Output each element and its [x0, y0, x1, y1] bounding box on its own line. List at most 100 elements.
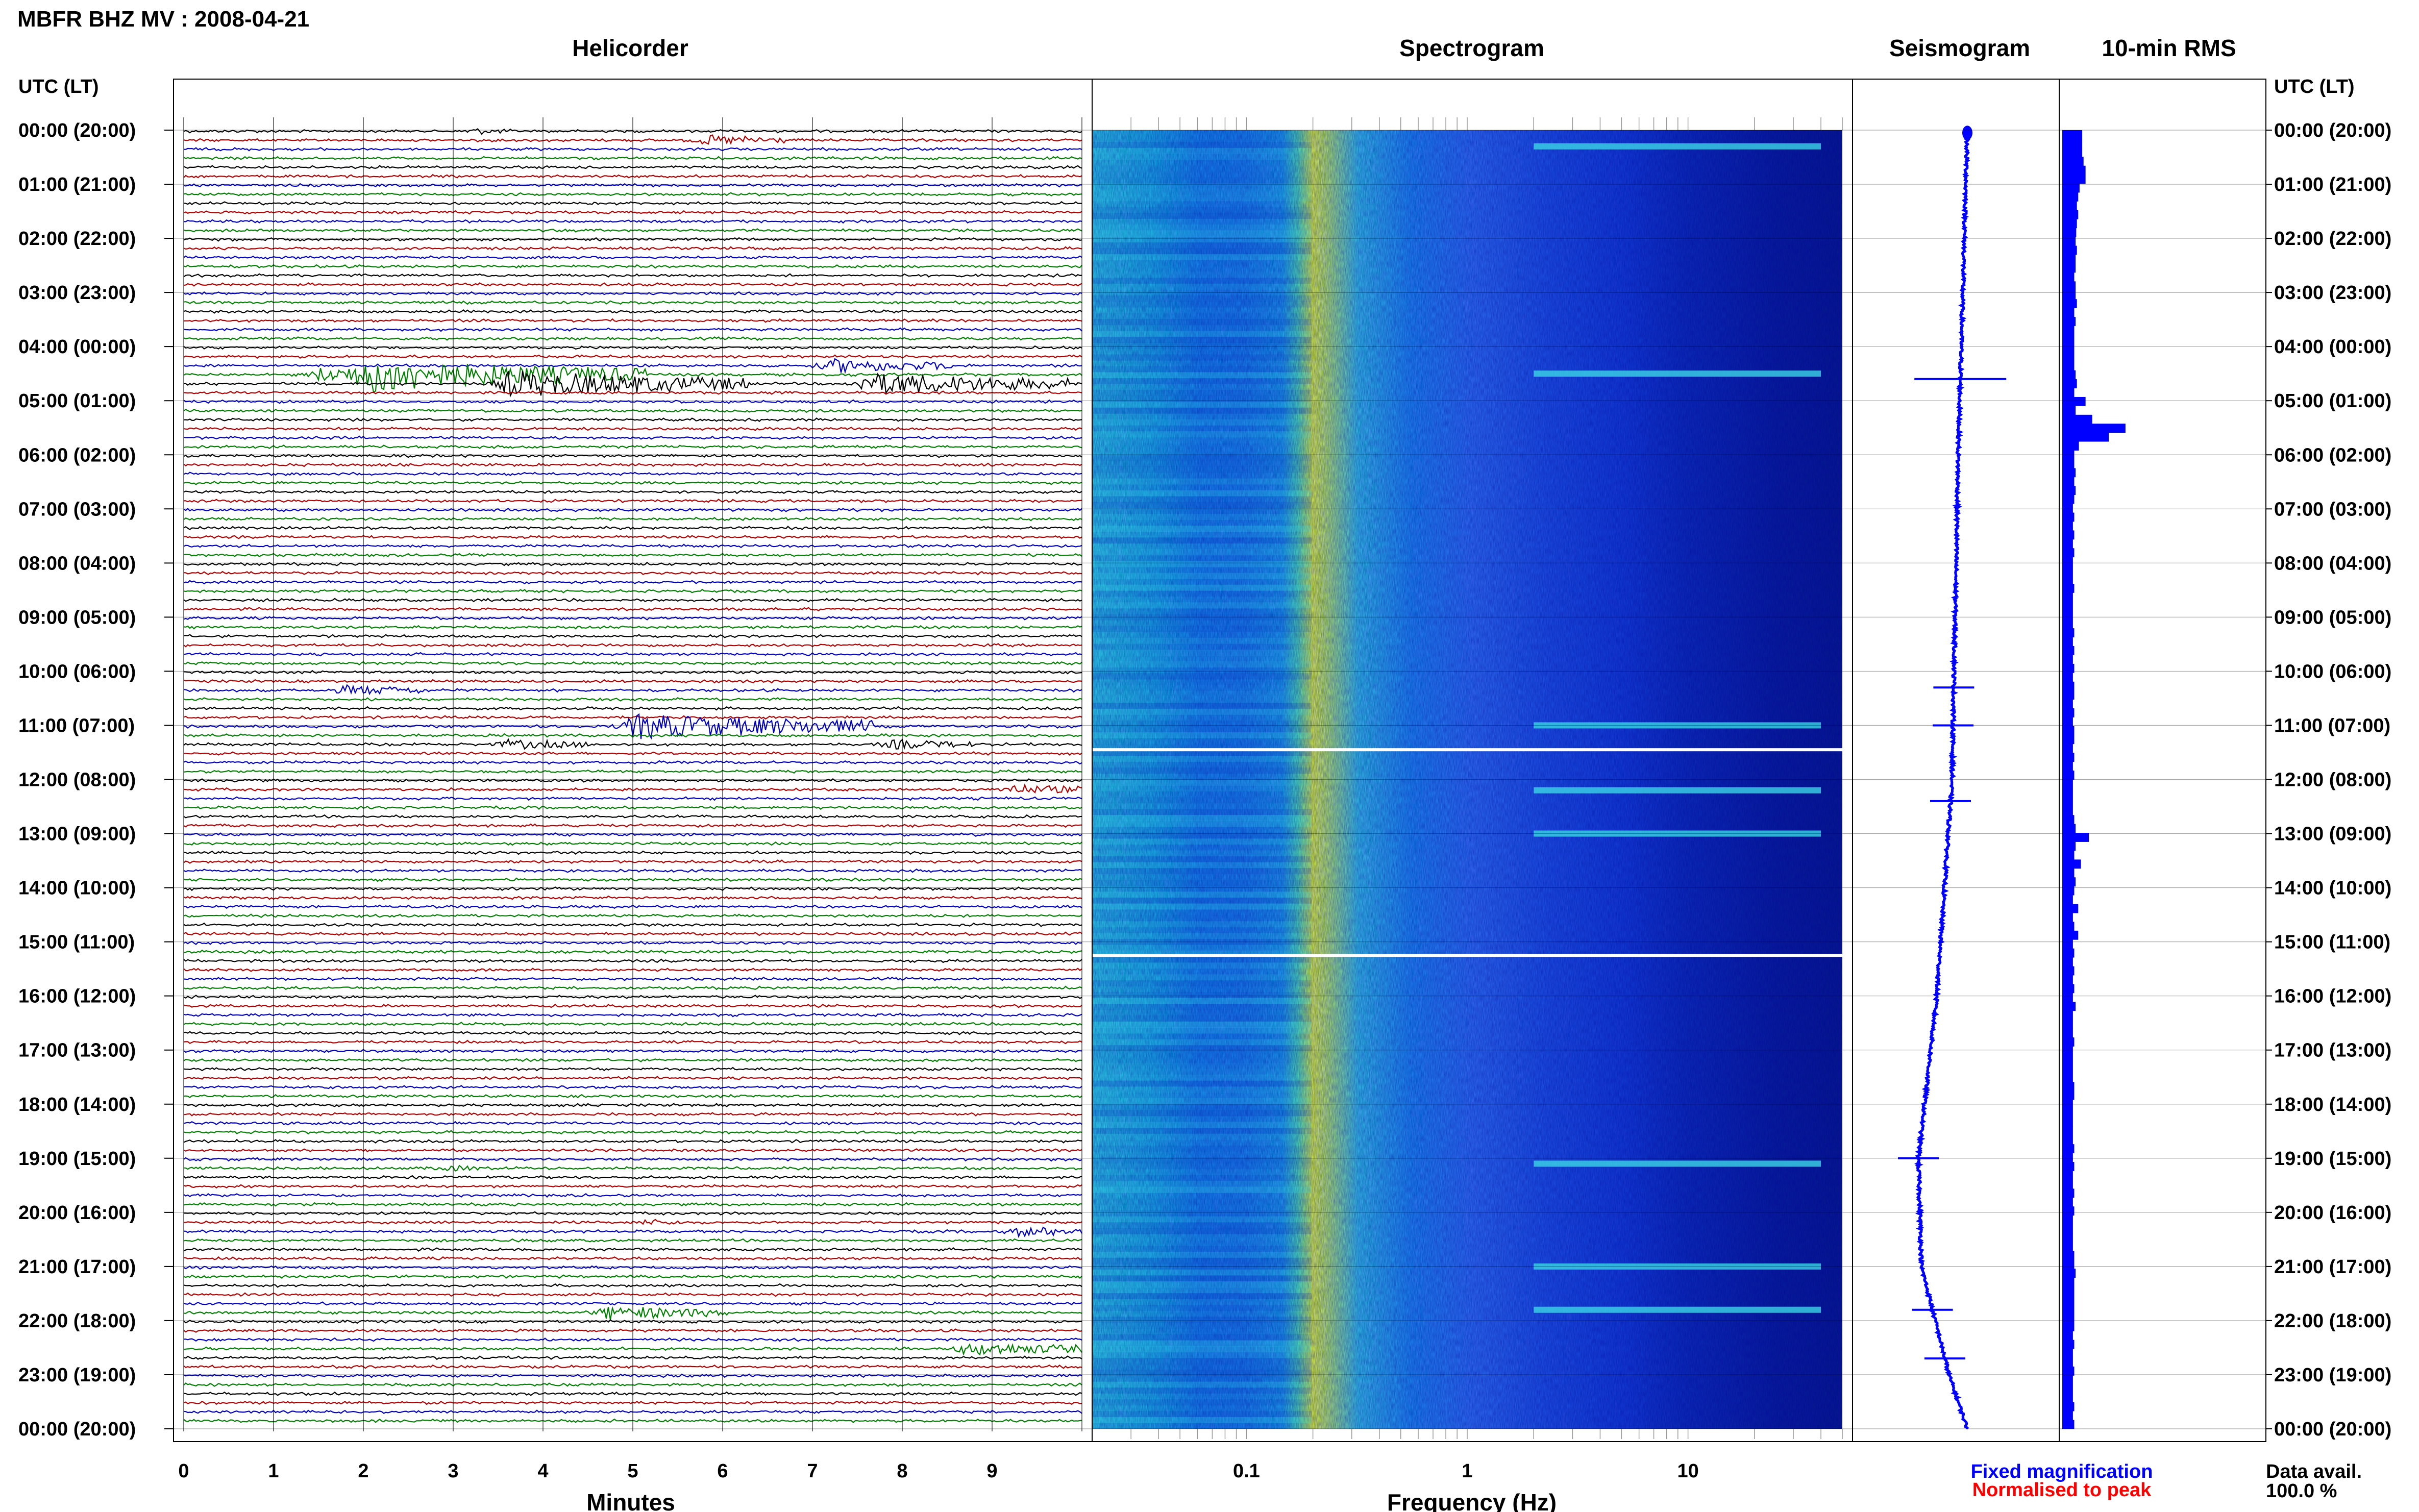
spectrogram-row: [1092, 225, 1312, 231]
spectrogram-row: [1092, 360, 1312, 366]
spectrogram-row: [1092, 584, 1312, 591]
spectrogram-row: [1092, 1311, 1312, 1317]
spectrogram-row: [1092, 390, 1312, 396]
rms-bar: [2062, 263, 2076, 273]
spectrogram-row: [1092, 395, 1312, 402]
spectrogram-row: [1092, 384, 1312, 390]
rms-bar: [2062, 877, 2076, 887]
spectrogram-row: [1092, 856, 1312, 862]
spectrogram-row: [1092, 1175, 1312, 1181]
spectrogram-row: [1092, 402, 1312, 408]
rms-bar: [2062, 1179, 2073, 1189]
rms-bar: [2062, 494, 2075, 504]
time-tick-label-right: 14:00 (10:00): [2274, 878, 2391, 899]
rms-bar: [2062, 1002, 2076, 1011]
data-availability-value: 100.0 %: [2266, 1480, 2337, 1502]
spectrogram-row: [1092, 732, 1312, 739]
time-tick-label-left: 01:00 (21:00): [18, 174, 136, 195]
spectrogram-row: [1092, 1074, 1312, 1081]
rms-bar: [2062, 610, 2073, 620]
spectrogram-row: [1092, 779, 1312, 786]
time-tick-label-right: 05:00 (01:00): [2274, 390, 2391, 412]
spectrogram-row: [1092, 945, 1312, 951]
rms-bar: [2062, 619, 2073, 629]
spectrogram-row: [1092, 319, 1312, 326]
frequency-tick-label: 0.1: [1233, 1460, 1260, 1482]
spectrogram-row: [1092, 271, 1312, 278]
rms-bar: [2062, 601, 2073, 611]
rms-bar: [2062, 370, 2076, 380]
time-tick-label-left: 09:00 (05:00): [18, 607, 136, 628]
spectrogram-row: [1092, 620, 1312, 627]
spectrogram-row: [1092, 425, 1312, 432]
spectrogram-row: [1092, 1169, 1312, 1176]
time-tick-label-right: 08:00 (04:00): [2274, 553, 2391, 574]
spectrogram-row: [1092, 1222, 1312, 1229]
spectrogram-row: [1092, 136, 1312, 142]
rms-bar: [2062, 717, 2073, 727]
spectrogram-row: [1092, 1246, 1312, 1252]
spectrogram-row: [1092, 537, 1312, 544]
rms-bar: [2062, 575, 2073, 584]
rms-bar: [2062, 628, 2075, 637]
spectrogram-row: [1092, 378, 1312, 384]
rms-bar: [2062, 1108, 2073, 1118]
time-tick-label-left: 05:00 (01:00): [18, 390, 136, 412]
rms-bar: [2062, 975, 2073, 984]
rms-bar: [2062, 1135, 2073, 1145]
rms-bar: [2062, 343, 2075, 353]
rms-bar: [2062, 1010, 2073, 1020]
rms-bar: [2062, 1073, 2073, 1082]
spectrogram-row: [1092, 1021, 1312, 1028]
spectrogram-row: [1092, 1405, 1312, 1411]
seismogram-panel: [1898, 126, 2007, 1430]
spectrogram-row: [1092, 1364, 1312, 1370]
rms-bar: [2062, 1233, 2073, 1243]
spectrogram-row: [1092, 1257, 1312, 1264]
spectrogram-row: [1092, 1281, 1312, 1287]
spectrogram-row: [1092, 655, 1312, 662]
rms-bar: [2062, 886, 2075, 896]
spectrogram-row: [1092, 561, 1312, 567]
spectrogram-row: [1092, 407, 1312, 414]
rms-bar: [2062, 1286, 2075, 1296]
spectrogram-row: [1092, 543, 1312, 550]
rms-bar: [2062, 1171, 2073, 1180]
minute-tick-label: 2: [358, 1460, 368, 1482]
rms-bar: [2062, 1393, 2073, 1403]
spectrogram-row: [1092, 1086, 1312, 1093]
spectrogram-row: [1092, 1116, 1312, 1122]
spectrogram-row: [1092, 956, 1312, 963]
spectrogram-row: [1092, 850, 1312, 857]
time-tick-label-right: 21:00 (17:00): [2274, 1256, 2391, 1278]
rms-bar: [2062, 1144, 2075, 1154]
rms-bar: [2062, 912, 2073, 922]
legend-fixed-magnification: Fixed magnification: [1971, 1461, 2153, 1482]
spectrogram-row: [1092, 1210, 1312, 1217]
rms-bar: [2062, 655, 2073, 664]
rms-bar: [2062, 1215, 2073, 1225]
legend-normalised-to-peak: Normalised to peak: [1972, 1479, 2152, 1501]
spectrogram-row: [1092, 466, 1312, 473]
rms-bar: [2062, 175, 2086, 184]
spectrogram-row: [1092, 1110, 1312, 1117]
spectrogram-gap: [1092, 954, 1842, 957]
time-tick-label-left: 07:00 (03:00): [18, 499, 136, 520]
spectrogram-row: [1092, 460, 1312, 467]
spectrogram-row: [1092, 832, 1312, 839]
rms-bar: [2062, 299, 2077, 309]
spectrogram-row: [1092, 921, 1312, 928]
seismogram-start-marker: [1962, 126, 1972, 140]
time-tick-label-right: 02:00 (22:00): [2274, 228, 2391, 250]
spectrogram-row: [1092, 177, 1312, 184]
time-tick-label-right: 06:00 (02:00): [2274, 444, 2391, 466]
spectrogram-row: [1092, 673, 1312, 680]
spectrogram-row: [1092, 814, 1312, 821]
spectrogram-row: [1092, 897, 1312, 904]
rms-bar: [2062, 761, 2073, 771]
spectrogram-row: [1092, 567, 1312, 573]
rms-bar: [2062, 868, 2075, 878]
rms-bar: [2062, 797, 2073, 807]
rms-bar: [2062, 414, 2092, 424]
spectrogram-row: [1092, 1145, 1312, 1152]
